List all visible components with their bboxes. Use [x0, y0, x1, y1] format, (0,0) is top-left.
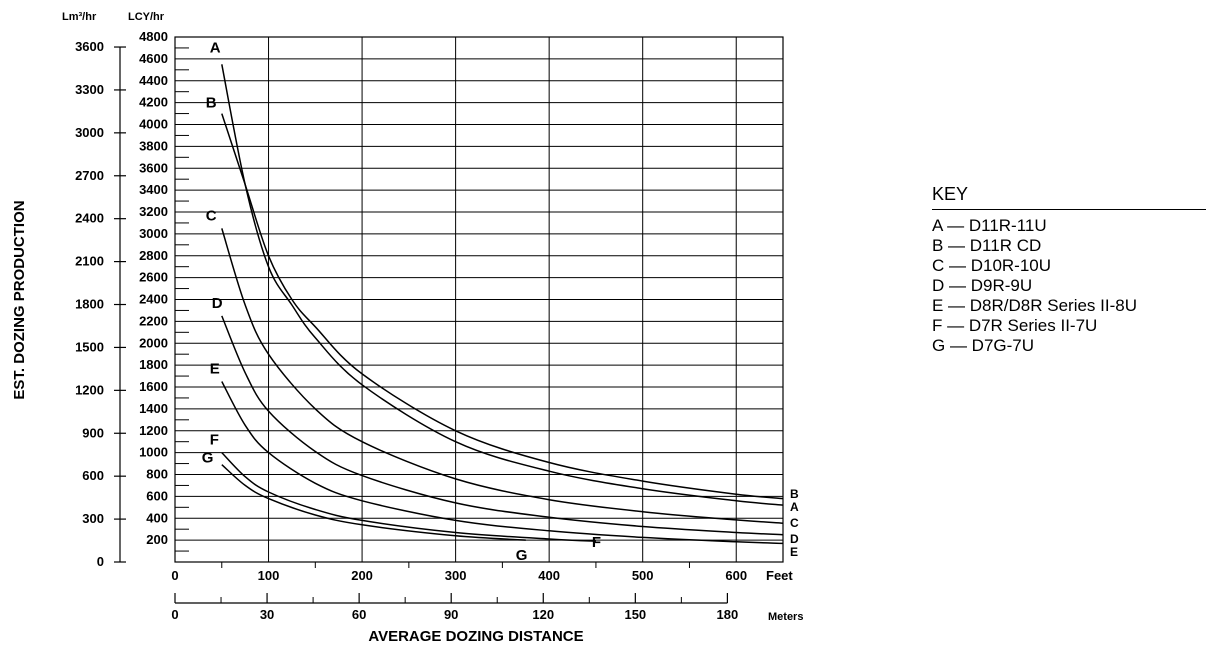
dozing-production-chart: 2004006008001000120014001600180020002200…	[0, 0, 925, 648]
x-tick-label-meters: 60	[352, 607, 366, 622]
x-tick-label-feet: 0	[171, 568, 178, 583]
y-tick-label-lm3: 300	[82, 511, 104, 526]
y-tick-label-lm3: 3300	[75, 82, 104, 97]
y-tick-label-lm3: 3000	[75, 125, 104, 140]
curve-label-e: E	[210, 361, 220, 378]
legend-item-f: F — D7R Series II-7U	[932, 316, 1206, 336]
curve-g	[222, 465, 526, 540]
x-tick-label-meters: 180	[717, 607, 739, 622]
y-tick-label-lcy: 1800	[139, 357, 168, 372]
y-tick-label-lm3: 0	[97, 554, 104, 569]
y-tick-label-lm3: 1800	[75, 297, 104, 312]
y-tick-label-lcy: 2200	[139, 313, 168, 328]
y-tick-label-lcy: 4800	[139, 29, 168, 44]
curve-b	[222, 114, 783, 499]
legend: KEY A — D11R-11U B — D11R CD C — D10R-10…	[932, 184, 1206, 356]
y-tick-label-lcy: 1400	[139, 401, 168, 416]
legend-item-e: E — D8R/D8R Series II-8U	[932, 296, 1206, 316]
x-tick-label-meters: 120	[532, 607, 554, 622]
end-label-e: E	[790, 545, 798, 559]
end-label-f: F	[592, 534, 601, 551]
y-tick-label-lcy: 2600	[139, 270, 168, 285]
x-tick-label-meters: 150	[624, 607, 646, 622]
y-tick-label-lcy: 1600	[139, 379, 168, 394]
y-tick-label-lcy: 3800	[139, 138, 168, 153]
curve-label-d: D	[212, 295, 223, 312]
y-tick-label-lcy: 2800	[139, 248, 168, 263]
curves	[222, 64, 783, 543]
legend-item-g: G — D7G-7U	[932, 336, 1206, 356]
curve-label-b: B	[206, 95, 217, 112]
y-tick-label-lm3: 2400	[75, 211, 104, 226]
x-tick-label-feet: 200	[351, 568, 373, 583]
y-tick-label-lcy: 4200	[139, 95, 168, 110]
y-unit-lcy: LCY/hr	[128, 11, 165, 23]
end-label-c: C	[790, 516, 799, 530]
x-unit-feet: Feet	[766, 568, 793, 583]
y-tick-label-lcy: 4400	[139, 73, 168, 88]
y-tick-label-lcy: 200	[146, 532, 168, 547]
x-tick-label-feet: 100	[258, 568, 280, 583]
y-axis-title: EST. DOZING PRODUCTION	[11, 200, 28, 399]
curve-a	[222, 64, 783, 505]
y-tick-label-lcy: 3400	[139, 182, 168, 197]
x-tick-label-feet: 400	[538, 568, 560, 583]
end-label-d: D	[790, 532, 799, 546]
y-unit-lm3: Lm³/hr	[62, 11, 97, 23]
legend-item-a: A — D11R-11U	[932, 216, 1206, 236]
legend-item-b: B — D11R CD	[932, 236, 1206, 256]
y-tick-label-lm3: 3600	[75, 39, 104, 54]
x-unit-meters: Meters	[768, 611, 803, 623]
y-tick-label-lcy: 2000	[139, 335, 168, 350]
y-tick-label-lcy: 3000	[139, 226, 168, 241]
x-tick-label-feet: 300	[445, 568, 467, 583]
curve-label-g: G	[202, 450, 214, 467]
curve-label-f: F	[210, 432, 219, 449]
curve-label-c: C	[206, 207, 217, 224]
y-tick-label-lcy: 1000	[139, 445, 168, 460]
y-tick-label-lcy: 3600	[139, 160, 168, 175]
y-tick-label-lcy: 4000	[139, 117, 168, 132]
y-tick-label-lm3: 900	[82, 425, 104, 440]
y-tick-label-lcy: 600	[146, 488, 168, 503]
y-tick-label-lm3: 2100	[75, 254, 104, 269]
y-tick-label-lcy: 400	[146, 510, 168, 525]
legend-item-d: D — D9R-9U	[932, 276, 1206, 296]
x-tick-label-meters: 0	[171, 607, 178, 622]
curve-d	[222, 316, 783, 535]
x-tick-label-meters: 90	[444, 607, 458, 622]
y-tick-label-lm3: 1200	[75, 382, 104, 397]
y-tick-label-lcy: 800	[146, 467, 168, 482]
y-tick-label-lcy: 1200	[139, 423, 168, 438]
y-tick-label-lcy: 2400	[139, 292, 168, 307]
y-tick-label-lm3: 600	[82, 468, 104, 483]
y-tick-label-lm3: 1500	[75, 339, 104, 354]
axes: 2004006008001000120014001600180020002200…	[75, 29, 747, 622]
curve-label-a: A	[210, 39, 221, 56]
grid	[175, 37, 783, 562]
end-label-a: A	[790, 500, 799, 514]
curve-f	[222, 453, 596, 542]
end-label-b: B	[790, 487, 799, 501]
end-label-g: G	[516, 547, 528, 564]
legend-title: KEY	[932, 184, 1206, 210]
y-tick-label-lm3: 2700	[75, 168, 104, 183]
x-tick-label-feet: 600	[725, 568, 747, 583]
y-tick-label-lcy: 3200	[139, 204, 168, 219]
x-tick-label-feet: 500	[632, 568, 654, 583]
legend-item-c: C — D10R-10U	[932, 256, 1206, 276]
y-tick-label-lcy: 4600	[139, 51, 168, 66]
x-axis-title: AVERAGE DOZING DISTANCE	[368, 628, 583, 645]
x-tick-label-meters: 30	[260, 607, 274, 622]
curve-e	[222, 382, 783, 544]
